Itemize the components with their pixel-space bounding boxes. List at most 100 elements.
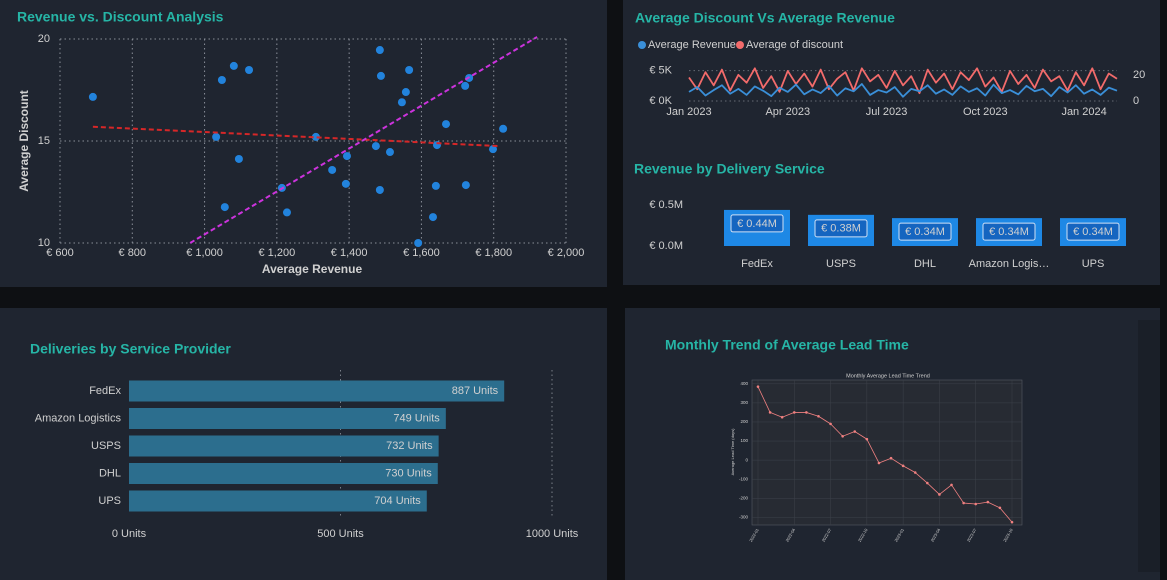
- point: [805, 411, 808, 414]
- y-tick-label: 300: [740, 400, 748, 405]
- x-tick-label: Jul 2023: [866, 106, 908, 118]
- point: [405, 66, 414, 75]
- point: [499, 124, 508, 133]
- point: [375, 185, 384, 194]
- chart-title: Revenue vs. Discount Analysis: [17, 9, 224, 25]
- series-line: [688, 67, 1118, 95]
- point: [342, 152, 351, 161]
- point: [282, 208, 291, 217]
- point: [88, 92, 97, 101]
- x-tick-label: 500 Units: [317, 528, 364, 540]
- value-label-box: [898, 222, 952, 241]
- legend-label: Average Revenue: [648, 39, 736, 51]
- value-label: € 0.44M: [737, 218, 777, 230]
- x-tick-label: € 2,000: [548, 247, 585, 259]
- y-tick-label: -100: [739, 476, 749, 481]
- value-label-box: [1066, 222, 1120, 241]
- point: [212, 132, 221, 141]
- point: [853, 430, 857, 433]
- x-tick-label: € 1,000: [186, 247, 223, 259]
- value-label-box: [814, 219, 868, 238]
- y-tick-label: € 0.5M: [649, 199, 683, 211]
- category-label: Amazon Logis…: [969, 258, 1050, 270]
- point: [428, 213, 437, 222]
- legend-label: Average of discount: [746, 39, 843, 51]
- category-label: FedEx: [741, 258, 773, 270]
- point: [397, 98, 406, 107]
- value-label: 730 Units: [385, 467, 432, 479]
- category-label: UPS: [1082, 258, 1105, 270]
- series-line: [688, 83, 1118, 98]
- value-label: € 0.34M: [905, 226, 945, 238]
- category-label: FedEx: [89, 385, 121, 397]
- x-tick-label: € 1,200: [259, 247, 296, 259]
- legend-swatch: [736, 41, 744, 49]
- point: [817, 414, 820, 418]
- y-tick-label: € 0.0M: [649, 240, 683, 252]
- series-line: [757, 386, 1013, 523]
- y-tick-label: 10: [38, 237, 50, 249]
- point: [780, 415, 784, 419]
- point: [328, 165, 337, 174]
- y-axis-label: Average Lead Time (days): [730, 428, 735, 476]
- y-tick-label: 400: [740, 381, 748, 386]
- bar: [129, 408, 446, 429]
- value-label: 732 Units: [386, 440, 433, 452]
- legend-swatch: [638, 41, 646, 49]
- bar: [129, 463, 438, 484]
- category-label: DHL: [914, 258, 936, 270]
- value-label: € 0.38M: [821, 223, 861, 235]
- x-axis-label: Average Revenue: [262, 262, 363, 276]
- y2-tick-label: 20: [1133, 69, 1145, 81]
- x-tick-label: € 1,800: [475, 247, 512, 259]
- point: [950, 483, 953, 487]
- value-label: 887 Units: [452, 385, 499, 397]
- point: [414, 239, 423, 247]
- point: [792, 411, 796, 414]
- point: [461, 181, 470, 190]
- chart-title: Revenue by Delivery Service: [634, 161, 825, 177]
- x-tick-label: € 800: [119, 247, 147, 259]
- value-label: 704 Units: [374, 495, 421, 507]
- point: [234, 154, 243, 163]
- value-label: € 0.34M: [989, 226, 1029, 238]
- value-label-box: [982, 222, 1036, 241]
- x-tick-label: € 1,400: [331, 247, 368, 259]
- point: [877, 461, 881, 465]
- point: [371, 142, 380, 151]
- point: [829, 422, 832, 426]
- plot-frame: [751, 379, 1023, 526]
- y-tick-label: € 0K: [649, 95, 672, 107]
- point: [220, 203, 229, 212]
- y-tick-label: 100: [740, 438, 748, 443]
- y-tick-label: -200: [739, 495, 749, 500]
- x-tick-label: € 1,600: [403, 247, 440, 259]
- bar: [129, 435, 439, 457]
- x-tick-label: Oct 2023: [963, 106, 1008, 118]
- category-label: UPS: [98, 495, 121, 507]
- point: [756, 385, 760, 388]
- point: [217, 76, 226, 85]
- point: [461, 81, 470, 90]
- y2-tick-label: 0: [1133, 95, 1139, 107]
- point: [913, 471, 917, 474]
- x-tick-label: € 600: [46, 247, 74, 259]
- point: [938, 493, 941, 496]
- point: [841, 434, 844, 438]
- y-tick-label: € 5K: [649, 65, 672, 77]
- point: [974, 502, 978, 506]
- point: [926, 481, 929, 485]
- value-label-box: [730, 214, 784, 233]
- category-label: USPS: [91, 440, 121, 452]
- point: [229, 61, 238, 70]
- y-tick-label: -300: [739, 515, 749, 520]
- point: [431, 181, 440, 190]
- trend-line: [189, 36, 538, 244]
- panel-edge: [1138, 320, 1160, 572]
- point: [998, 506, 1002, 510]
- value-label: 749 Units: [393, 412, 440, 424]
- point: [401, 88, 410, 97]
- y-axis-label: Average Discount: [17, 90, 31, 192]
- point: [1010, 520, 1014, 524]
